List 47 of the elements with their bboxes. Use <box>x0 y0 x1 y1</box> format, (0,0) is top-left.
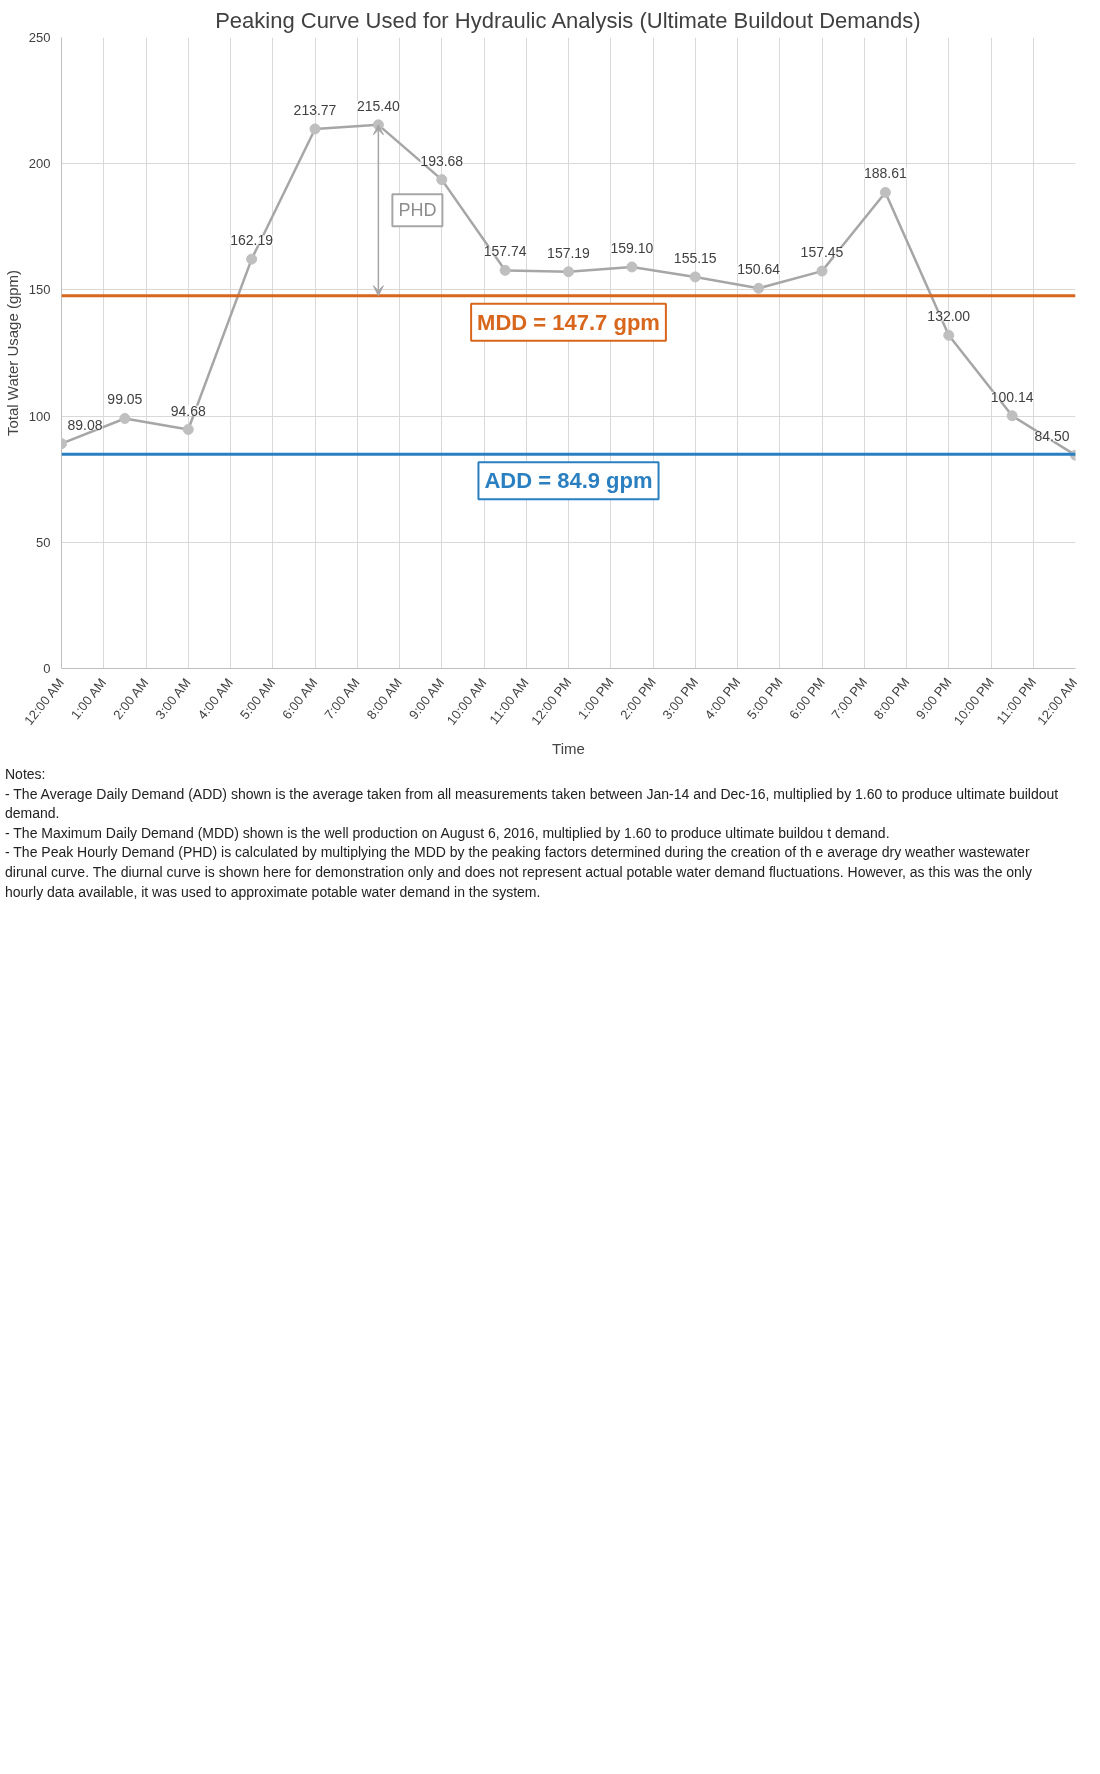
text: - The Average Daily Demand (ADD) shown is the average taken from all measurements taken between Jan-14 and Dec-16, multiplied by 1.60 to produce ultimate buildout demand. <box>5 784 1060 824</box>
point <box>119 413 131 424</box>
text: Notes: <box>5 765 47 784</box>
text: 157.19 <box>547 244 590 261</box>
y-tick-label: 250 <box>28 30 51 45</box>
text: - The Maximum Daily Demand (MDD) shown is the well production on August 6, 2016, multiplied by 1.60 to produce ultimate buildou t demand. <box>5 823 891 843</box>
y-tick-label: 150 <box>28 282 51 298</box>
point <box>499 264 511 276</box>
text: 84.50 <box>1034 428 1070 445</box>
text: 155.15 <box>673 249 717 266</box>
text: - The Peak Hourly Demand (PHD) is calculated by multiplying the MDD by the peaking factors determined during the creation of th e average dry weather wastewater dirunal curve. The diurnal curve is shown here for demonstration only and does not represent actual potable water demand fluctuations. However, as this was the only hourly data available, it was used to approximate potable water demand in the system. <box>5 843 1033 902</box>
text: 159.10 <box>610 239 654 256</box>
text: 213.77 <box>293 101 337 118</box>
point <box>1006 410 1018 422</box>
point <box>689 271 701 283</box>
point <box>436 174 448 186</box>
point <box>246 253 258 265</box>
y-tick-label: 50 <box>36 534 51 550</box>
y-tick-label: 200 <box>28 156 51 172</box>
text: 89.08 <box>67 416 103 433</box>
chart-title: Peaking Curve Used for Hydraulic Analysis (Ultimate Buildout Demands) <box>215 7 921 33</box>
point <box>182 424 194 436</box>
ref-line-label: ADD = 84.9 gpm <box>484 468 653 494</box>
text: 99.05 <box>107 391 143 408</box>
point <box>879 186 891 198</box>
y-axis-title: Total Water Usage (gpm) <box>3 269 21 437</box>
text: 157.45 <box>800 244 844 261</box>
point <box>816 265 828 277</box>
text: 215.40 <box>356 97 400 114</box>
point <box>563 266 574 278</box>
point <box>943 329 955 341</box>
y-tick-label: 0 <box>43 661 51 676</box>
annotation: PHD <box>398 200 437 221</box>
y-tick-label: 100 <box>28 408 51 424</box>
ref-line-label: MDD = 147.7 gpm <box>477 309 660 335</box>
text: 193.68 <box>420 152 464 169</box>
text: 94.68 <box>170 402 206 419</box>
text: 150.64 <box>737 261 781 278</box>
point <box>753 282 765 294</box>
point <box>626 261 638 273</box>
text: 157.74 <box>483 243 527 260</box>
x-axis-title: Time <box>552 740 585 758</box>
point <box>309 123 321 135</box>
text: 188.61 <box>863 165 907 182</box>
text: 100.14 <box>990 388 1034 405</box>
text: 132.00 <box>927 308 971 325</box>
text: 162.19 <box>230 232 274 249</box>
